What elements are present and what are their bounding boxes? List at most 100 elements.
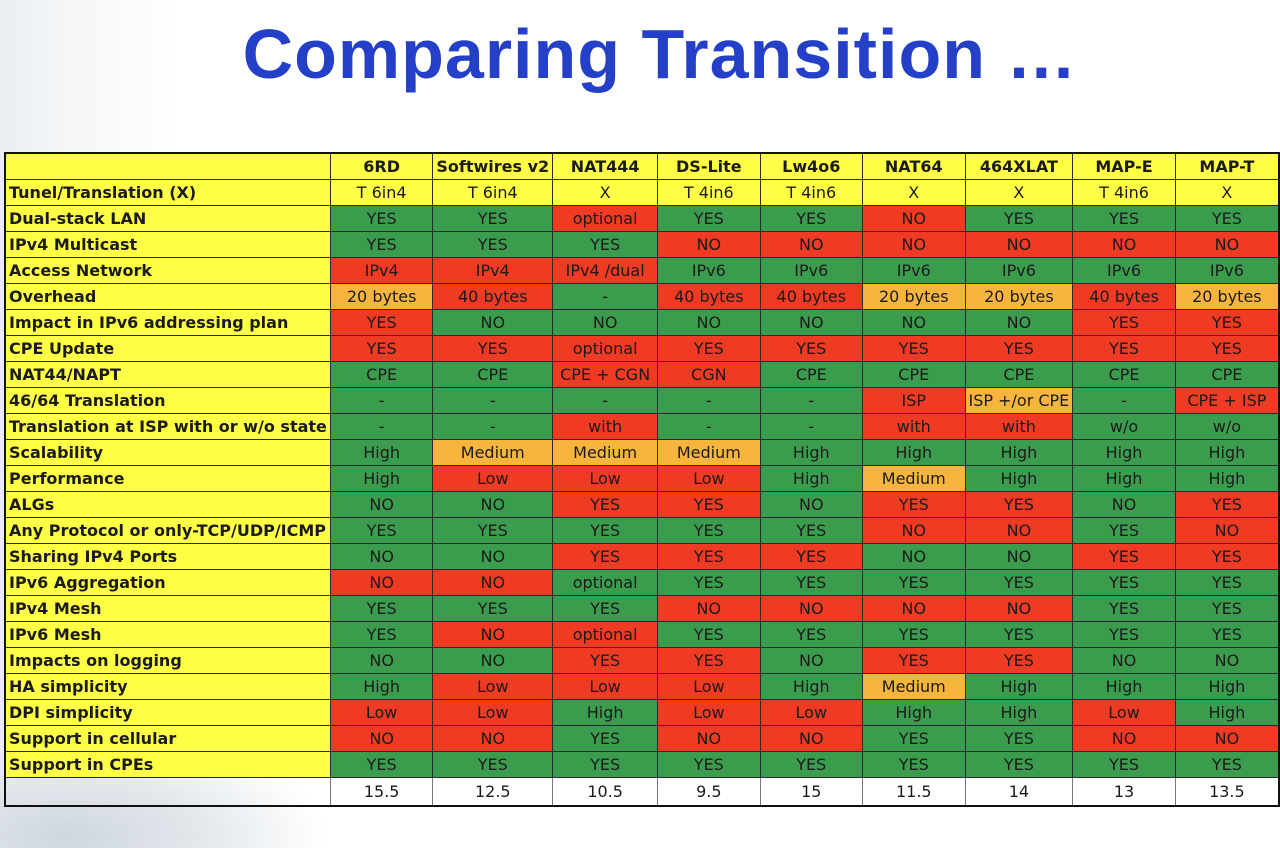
table-cell: CPE	[1174, 361, 1280, 388]
comparison-table: 6RD Softwires v2 NAT444 DS-Lite Lw4o6 NAT64 46…	[4, 152, 1280, 807]
table-cell: YES	[552, 647, 659, 674]
row-label: DPI simplicity	[4, 699, 331, 726]
table-cell: NO	[329, 725, 434, 752]
table-cell: NO	[862, 231, 966, 258]
table-cell: YES	[329, 309, 434, 336]
table-row: Scalability High Medium Medium Medium High Hig…	[4, 439, 1280, 466]
table-cell: Medium	[862, 465, 966, 492]
table-cell: Medium	[657, 439, 761, 466]
table-cell: YES	[552, 725, 659, 752]
table-cell: NO	[862, 309, 966, 336]
table-cell: CGN	[657, 361, 761, 388]
table-cell: YES	[964, 647, 1074, 674]
table-cell: High	[964, 673, 1074, 700]
table-cell: YES	[1174, 595, 1280, 622]
table-cell: 40 bytes	[1072, 283, 1176, 310]
table-cell: YES	[964, 569, 1074, 596]
table-row: Dual-stack LAN YES YES optional YES YES NO YES Y…	[4, 205, 1280, 232]
table-cell: w/o	[1174, 413, 1280, 440]
table-cell: CPE	[862, 361, 966, 388]
total-score-cell: 12.5	[432, 777, 554, 807]
table-row: DPI simplicity Low Low High Low Low High High Lo…	[4, 699, 1280, 726]
table-cell: optional	[552, 205, 659, 232]
table-cell: YES	[657, 569, 761, 596]
table-cell: NO	[964, 543, 1074, 570]
table-cell: YES	[1072, 543, 1176, 570]
table-cell: YES	[1072, 621, 1176, 648]
table-cell: YES	[329, 517, 434, 544]
total-score-cell: 11.5	[862, 777, 966, 807]
total-score-cell: 10.5	[552, 777, 659, 807]
table-cell: YES	[329, 621, 434, 648]
table-cell: 40 bytes	[759, 283, 864, 310]
table-cell: -	[329, 413, 434, 440]
table-cell: YES	[964, 491, 1074, 518]
table-cell: YES	[862, 725, 966, 752]
table-cell: YES	[862, 751, 966, 778]
table-cell: YES	[432, 595, 554, 622]
row-label: Performance	[4, 465, 331, 492]
table-cell: IPv4	[329, 257, 434, 284]
table-cell: 20 bytes	[329, 283, 434, 310]
table-row: Performance High Low Low Low High Medium High Hi…	[4, 465, 1280, 492]
table-row: Impacts on logging NO NO YES YES NO YES YES NO NO	[4, 647, 1280, 674]
table-cell: YES	[432, 751, 554, 778]
table-cell: with	[862, 413, 966, 440]
table-cell: YES	[1174, 309, 1280, 336]
row-label: CPE Update	[4, 335, 331, 362]
table-cell: YES	[964, 335, 1074, 362]
table-cell: YES	[1072, 335, 1176, 362]
table-cell: High	[329, 673, 434, 700]
table-cell: -	[657, 413, 761, 440]
row-label: Any Protocol or only-TCP/UDP/ICMP	[4, 517, 331, 544]
table-cell: YES	[1072, 309, 1176, 336]
table-row: CPE Update YES YES optional YES YES YES YES YES Y…	[4, 335, 1280, 362]
table-row: ALGs NO NO YES YES NO YES YES NO YES	[4, 491, 1280, 518]
total-score-cell: 13.5	[1174, 777, 1280, 807]
table-cell: YES	[552, 595, 659, 622]
table-cell: -	[432, 387, 554, 414]
table-cell: NO	[432, 647, 554, 674]
table-cell: NO	[964, 231, 1074, 258]
table-cell: T 6in4	[432, 179, 554, 206]
table-cell: NO	[329, 569, 434, 596]
table-cell: YES	[964, 751, 1074, 778]
table-cell: YES	[1072, 569, 1176, 596]
table-cell: High	[862, 699, 966, 726]
row-label: HA simplicity	[4, 673, 331, 700]
table-cell: High	[552, 699, 659, 726]
table-cell: NO	[432, 309, 554, 336]
table-cell: X	[552, 179, 659, 206]
table-cell: Low	[432, 673, 554, 700]
table-cell: High	[1174, 439, 1280, 466]
table-cell: NO	[1072, 491, 1176, 518]
table-cell: -	[552, 283, 659, 310]
table-cell: NO	[329, 647, 434, 674]
table-cell: YES	[1072, 205, 1176, 232]
table-cell: YES	[552, 231, 659, 258]
table-cell: NO	[432, 491, 554, 518]
table-cell: -	[1072, 387, 1176, 414]
table-cell: YES	[759, 569, 864, 596]
table-cell: -	[657, 387, 761, 414]
table-cell: NO	[759, 309, 864, 336]
table-cell: YES	[759, 543, 864, 570]
table-cell: NO	[432, 543, 554, 570]
table-cell: YES	[657, 491, 761, 518]
table-cell: High	[759, 465, 864, 492]
table-cell: T 4in6	[657, 179, 761, 206]
row-label: Access Network	[4, 257, 331, 284]
table-cell: YES	[329, 335, 434, 362]
total-score-cell: 9.5	[657, 777, 761, 807]
slide-title: Comparing Transition …	[242, 15, 1078, 93]
table-cell: YES	[329, 595, 434, 622]
table-cell: YES	[432, 205, 554, 232]
table-cell: YES	[1072, 595, 1176, 622]
table-cell: CPE	[759, 361, 864, 388]
table-cell: T 4in6	[759, 179, 864, 206]
table-cell: YES	[432, 335, 554, 362]
table-cell: YES	[657, 647, 761, 674]
table-cell: NO	[657, 595, 761, 622]
table-cell: 40 bytes	[432, 283, 554, 310]
table-cell: NO	[1174, 725, 1280, 752]
